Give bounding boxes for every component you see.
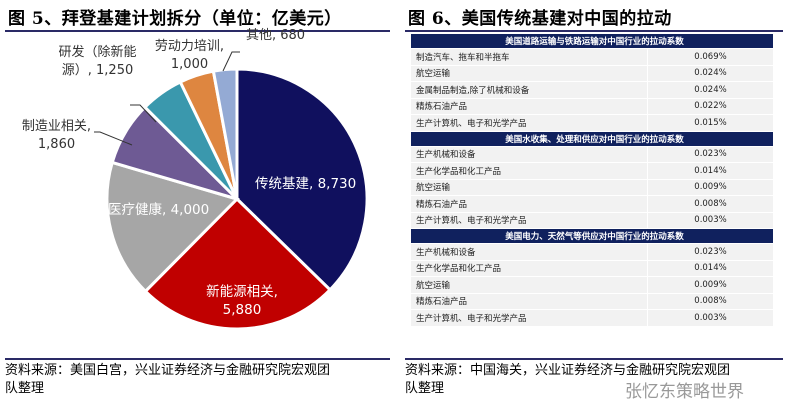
source-text-line2: 队整理 bbox=[5, 381, 45, 396]
coefficient-cell: 0.069% bbox=[648, 49, 773, 65]
label-rnd-value: 源）, 1,250 bbox=[61, 63, 134, 78]
section-header-row: 美国道路运输与铁路运输对中国行业的拉动系数 bbox=[411, 34, 773, 48]
label-other: 其他, 680 bbox=[246, 28, 306, 43]
coefficient-cell: 0.024% bbox=[648, 65, 773, 81]
figure5-title: 图 5、拜登基建计划拆分（单位：亿美元） bbox=[8, 9, 342, 29]
industry-cell: 生产计算机、电子和光学产品 bbox=[411, 212, 647, 228]
pie-chart bbox=[94, 51, 369, 331]
table-row: 生产计算机、电子和光学产品 0.003% bbox=[411, 212, 773, 228]
table-row: 精炼石油产品 0.022% bbox=[411, 98, 773, 114]
watermark: 张忆东策略世界 bbox=[625, 382, 744, 402]
pie-slice-2 bbox=[105, 160, 240, 294]
figure5-source: 资料来源：美国白宫，兴业证券经济与金融研究院宏观团 队整理 bbox=[5, 362, 330, 398]
source-divider-right bbox=[405, 358, 783, 360]
table-row: 生产化学品和化工产品 0.014% bbox=[411, 163, 773, 179]
label-manufacturing-name: 制造业相关, bbox=[21, 119, 92, 134]
section-header: 美国道路运输与铁路运输对中国行业的拉动系数 bbox=[411, 34, 773, 48]
coefficient-cell: 0.024% bbox=[648, 82, 773, 98]
label-traditional-infra: 传统基建, 8,730 bbox=[255, 176, 357, 192]
leader-line-1 bbox=[130, 104, 157, 123]
industry-cell: 制造汽车、拖车和半拖车 bbox=[411, 49, 647, 65]
industry-cell: 生产机械和设备 bbox=[411, 244, 647, 260]
coefficient-cell: 0.008% bbox=[648, 293, 773, 309]
table-row: 生产化学品和化工产品 0.014% bbox=[411, 260, 773, 276]
industry-cell: 生产化学品和化工产品 bbox=[411, 260, 647, 276]
label-healthcare: 医疗健康, 4,000 bbox=[108, 202, 210, 218]
title-divider bbox=[5, 30, 390, 32]
section-header: 美国电力、天然气等供应对中国行业的拉动系数 bbox=[411, 229, 773, 243]
section-header-row: 美国电力、天然气等供应对中国行业的拉动系数 bbox=[411, 229, 773, 243]
label-rnd: 研发（除新能 源）, 1,250 bbox=[50, 44, 145, 80]
table-row: 精炼石油产品 0.008% bbox=[411, 196, 773, 212]
table-row: 生产计算机、电子和光学产品 0.015% bbox=[411, 115, 773, 131]
coefficient-cell: 0.009% bbox=[648, 277, 773, 293]
figure6-title: 图 6、美国传统基建对中国的拉动 bbox=[408, 9, 672, 29]
industry-cell: 航空运输 bbox=[411, 65, 647, 81]
coefficient-cell: 0.003% bbox=[648, 212, 773, 228]
coefficient-cell: 0.009% bbox=[648, 179, 773, 195]
section-header-row: 美国水收集、处理和供应对中国行业的拉动系数 bbox=[411, 131, 773, 146]
industry-cell: 航空运输 bbox=[411, 277, 647, 293]
source-divider bbox=[5, 358, 390, 360]
label-manufacturing-value: 1,860 bbox=[37, 137, 76, 152]
coefficient-cell: 0.014% bbox=[648, 163, 773, 179]
industry-cell: 生产机械和设备 bbox=[411, 146, 647, 162]
industry-cell: 精炼石油产品 bbox=[411, 293, 647, 309]
coefficient-cell: 0.014% bbox=[648, 260, 773, 276]
label-new-energy: 新能源相关, 5,880 bbox=[192, 283, 292, 319]
label-labor-name: 劳动力培训, bbox=[154, 39, 225, 54]
coefficient-cell: 0.008% bbox=[648, 196, 773, 212]
pie-slice-0 bbox=[235, 67, 369, 292]
pie-slice-6 bbox=[211, 67, 239, 200]
industry-cell: 精炼石油产品 bbox=[411, 98, 647, 114]
label-labor-value: 1,000 bbox=[170, 57, 209, 72]
leader-line-0 bbox=[94, 131, 133, 146]
leader-line-2 bbox=[222, 51, 240, 72]
table-row: 制造汽车、拖车和半拖车 0.069% bbox=[411, 49, 773, 65]
label-labor-training: 劳动力培训, 1,000 bbox=[147, 38, 232, 74]
table-row: 生产机械和设备 0.023% bbox=[411, 146, 773, 162]
label-new-energy-value: 5,880 bbox=[222, 302, 262, 318]
label-new-energy-name: 新能源相关, bbox=[206, 284, 278, 300]
coefficient-cell: 0.003% bbox=[648, 310, 773, 326]
industry-cell: 金属制品制造,除了机械和设备 bbox=[411, 82, 647, 98]
industry-cell: 生产计算机、电子和光学产品 bbox=[411, 115, 647, 131]
industry-cell: 航空运输 bbox=[411, 179, 647, 195]
pull-coefficient-table: 美国道路运输与铁路运输对中国行业的拉动系数 制造汽车、拖车和半拖车 0.069% 航空… bbox=[410, 33, 774, 327]
table-row: 精炼石油产品 0.008% bbox=[411, 293, 773, 309]
title-divider-right bbox=[405, 30, 783, 32]
table-row: 航空运输 0.009% bbox=[411, 277, 773, 293]
coefficient-cell: 0.015% bbox=[648, 115, 773, 131]
table-row: 金属制品制造,除了机械和设备 0.024% bbox=[411, 82, 773, 98]
table-row: 生产机械和设备 0.023% bbox=[411, 244, 773, 260]
source-text-line1: 资料来源：美国白宫，兴业证券经济与金融研究院宏观团 bbox=[5, 363, 331, 378]
source-text-line1: 资料来源：中国海关，兴业证券经济与金融研究院宏观团 bbox=[405, 363, 731, 378]
industry-cell: 精炼石油产品 bbox=[411, 196, 647, 212]
figure6-source: 资料来源：中国海关，兴业证券经济与金融研究院宏观团 队整理 bbox=[405, 362, 730, 398]
label-rnd-name: 研发（除新能 bbox=[58, 45, 137, 60]
coefficient-cell: 0.023% bbox=[648, 244, 773, 260]
table-row: 生产计算机、电子和光学产品 0.003% bbox=[411, 310, 773, 326]
label-manufacturing: 制造业相关, 1,860 bbox=[14, 118, 99, 154]
source-text-line2: 队整理 bbox=[405, 381, 445, 396]
coefficient-cell: 0.023% bbox=[648, 146, 773, 162]
industry-cell: 生产化学品和化工产品 bbox=[411, 163, 647, 179]
table-row: 航空运输 0.009% bbox=[411, 179, 773, 195]
table-row: 航空运输 0.024% bbox=[411, 65, 773, 81]
industry-cell: 生产计算机、电子和光学产品 bbox=[411, 310, 647, 326]
section-header: 美国水收集、处理和供应对中国行业的拉动系数 bbox=[411, 131, 773, 146]
coefficient-cell: 0.022% bbox=[648, 98, 773, 114]
pie-slice-1 bbox=[143, 196, 333, 331]
